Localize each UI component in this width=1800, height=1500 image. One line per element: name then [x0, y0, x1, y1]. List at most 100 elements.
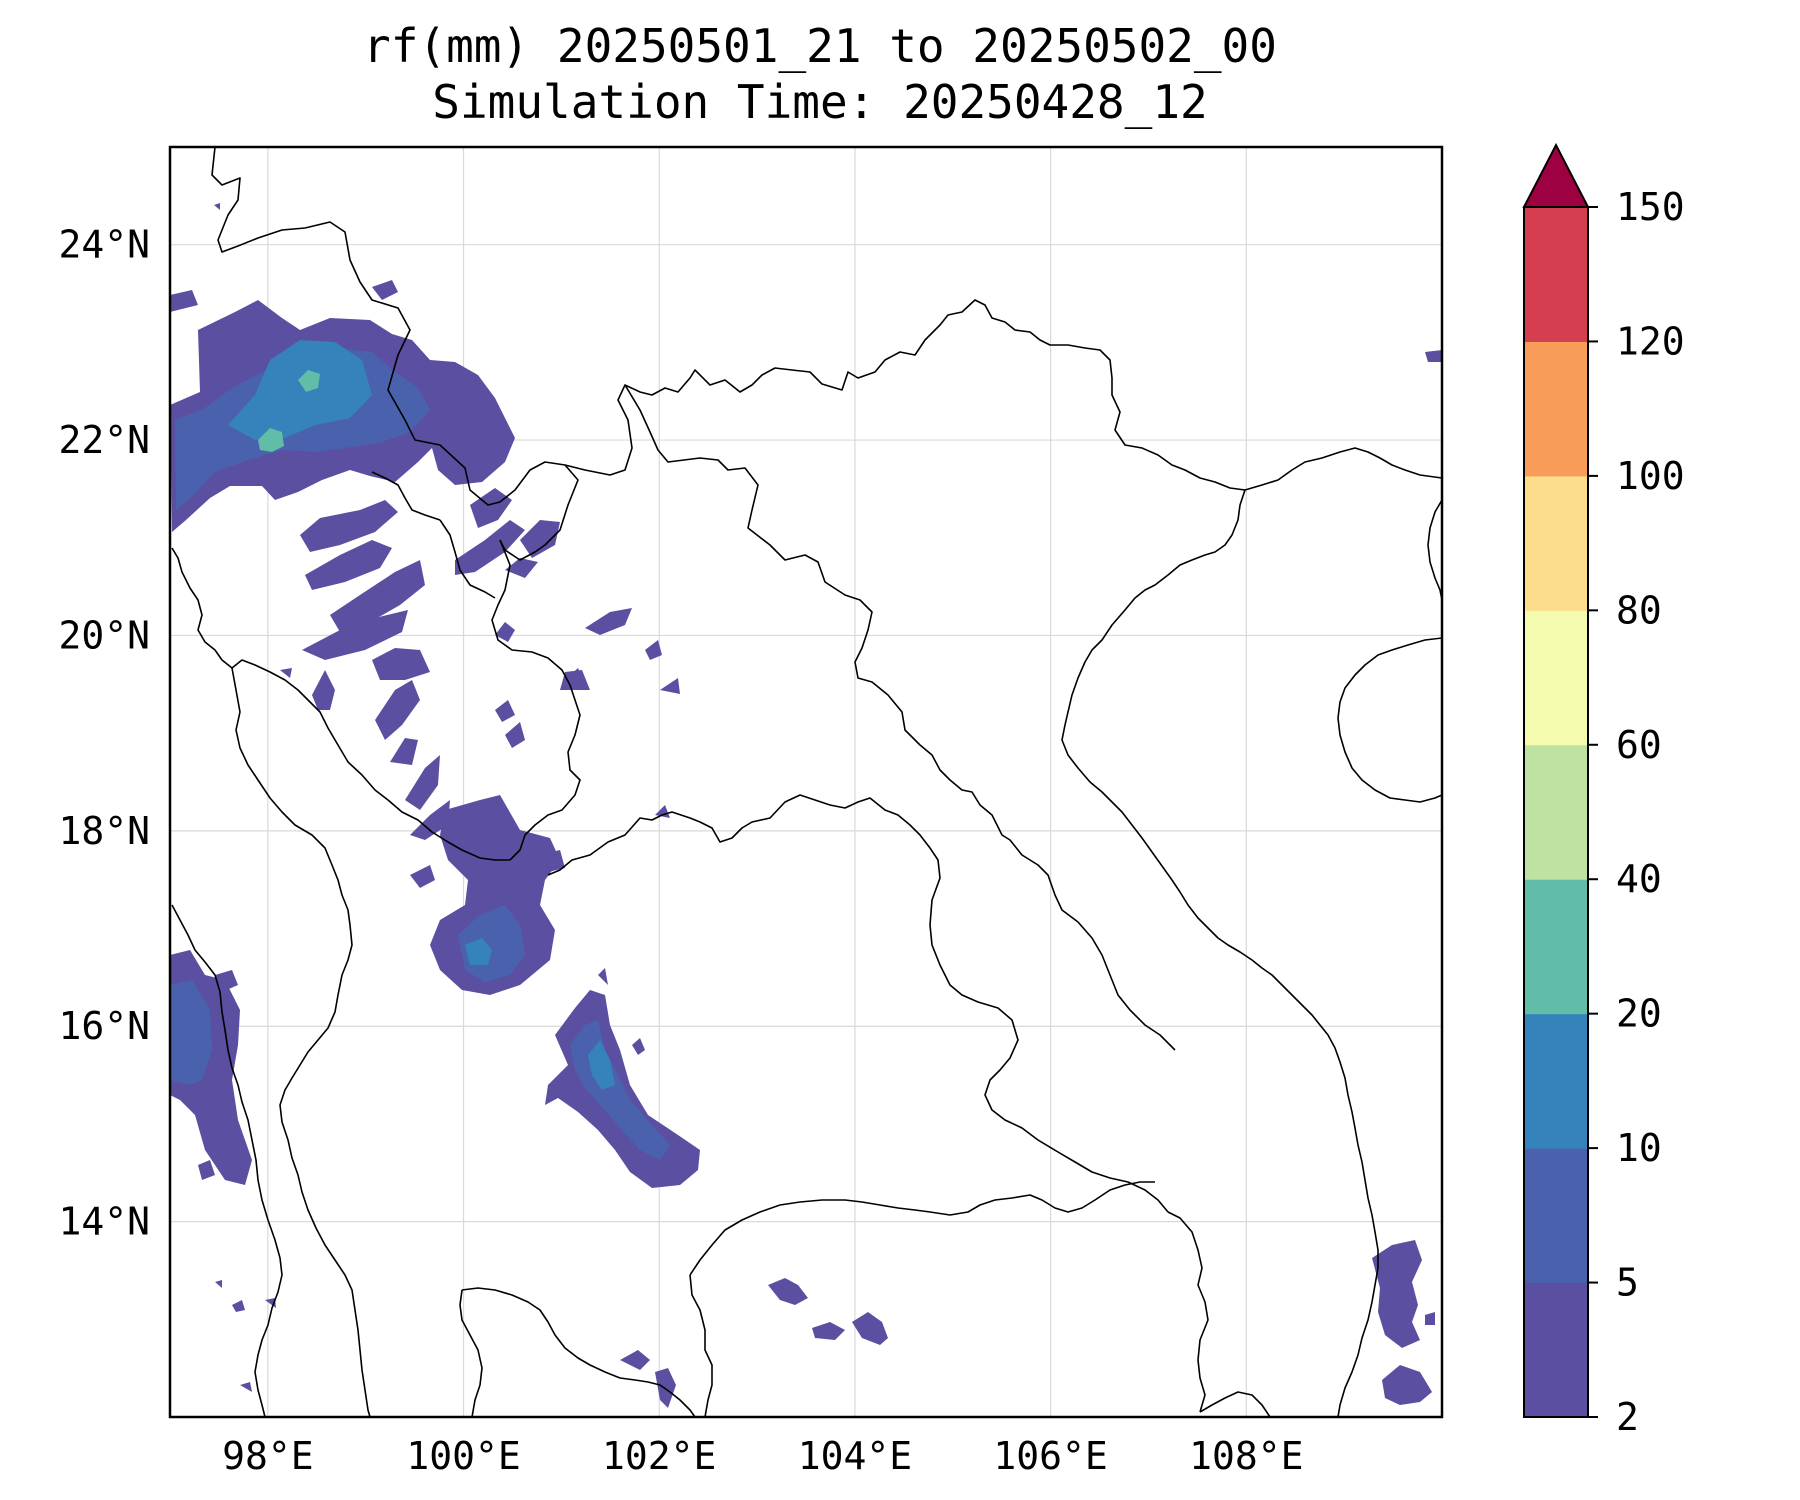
- colorbar-segment: [1524, 610, 1588, 746]
- rain-region-southeast-2: [1382, 1365, 1432, 1405]
- rain-region-central-core: [465, 938, 492, 965]
- coast-leizhou: [1427, 499, 1442, 601]
- colorbar-extend-arrow: [1522, 142, 1590, 208]
- colorbar-tick-label: 150: [1616, 185, 1685, 229]
- colorbar-tick-label: 40: [1616, 857, 1662, 901]
- lon-tick-label: 98°E: [222, 1434, 314, 1478]
- map-title: rf(mm) 20250501_21 to 20250502_00: [363, 19, 1277, 73]
- rain-streak-23: [655, 805, 670, 818]
- lon-tick-label: 100°E: [406, 1434, 520, 1478]
- coast-cambodia-south: [1199, 1391, 1271, 1417]
- colorbar-tick-label: 10: [1616, 1126, 1662, 1170]
- border-laos-thailand-mekong: [547, 794, 1169, 1213]
- colorbar-segment: [1524, 879, 1588, 1015]
- rain-dot-1: [215, 1280, 222, 1288]
- coast-hainan: [1337, 637, 1442, 803]
- rain-region-southeast-3: [1425, 1312, 1435, 1325]
- border-myanmar-thailand-south: [171, 547, 233, 669]
- rain-streak-1: [300, 500, 398, 552]
- title-block: rf(mm) 20250501_21 to 20250502_00 Simula…: [0, 18, 1640, 130]
- rain-streak-14: [312, 670, 335, 710]
- rain-region-west-inner: [170, 980, 212, 1085]
- rain-region-nw-peak-2: [298, 370, 320, 392]
- lon-tick-label: 106°E: [993, 1434, 1107, 1478]
- lon-tick-label: 104°E: [798, 1434, 912, 1478]
- colorbar-tick-label: 100: [1616, 454, 1685, 498]
- rain-blob-sc1: [632, 1038, 645, 1055]
- border-china-laos-vietnam: [564, 299, 1246, 491]
- rain-blob-c2: [540, 850, 565, 872]
- colorbar-frame: [1523, 206, 1589, 1418]
- rain-streak-10: [585, 608, 632, 635]
- border-cambodia-north: [689, 1181, 1155, 1276]
- map-area: [170, 147, 1442, 1417]
- rain-streak-6: [455, 520, 525, 575]
- rain-streak-15: [375, 680, 420, 740]
- border-laos-myanmar: [499, 461, 579, 561]
- colorbar-tick-label: 60: [1616, 723, 1662, 767]
- rain-streak-19: [495, 700, 515, 722]
- lon-tick-label: 108°E: [1189, 1434, 1303, 1478]
- border-thailand-cambodia: [689, 1274, 713, 1417]
- rain-streak-9: [505, 558, 538, 578]
- lat-tick-label: 20°N: [58, 613, 150, 657]
- country-borders: [171, 147, 1442, 1417]
- rain-region-cambodia-4: [620, 1350, 650, 1370]
- border-thailand-myanmar: [231, 659, 510, 1417]
- rain-streak-18: [410, 800, 450, 840]
- rain-blob-sc2: [598, 968, 608, 985]
- rain-streak-8: [520, 520, 560, 558]
- rain-region-nw-blob: [372, 280, 398, 300]
- lon-tick-label: 102°E: [602, 1434, 716, 1478]
- rain-dot-4: [240, 1382, 252, 1392]
- rain-streak-20: [505, 722, 525, 748]
- rain-region-east-edge: [1425, 350, 1442, 362]
- rain-region-cambodia-3: [852, 1312, 888, 1345]
- coast-vietnam-east: [1061, 489, 1379, 1417]
- colorbar-segment: [1524, 744, 1588, 880]
- rain-blob-w2: [198, 1160, 215, 1180]
- map-subtitle: Simulation Time: 20250428_12: [432, 75, 1208, 129]
- lat-tick-label: 24°N: [58, 223, 150, 267]
- coast-bangkok-bay: [459, 1289, 483, 1417]
- colorbar-segment: [1524, 1282, 1588, 1418]
- map-frame: [168, 145, 1444, 1419]
- rain-streak-4: [302, 610, 408, 660]
- lat-tick-label: 14°N: [58, 1200, 150, 1244]
- rain-dot-2: [232, 1300, 245, 1312]
- coast-myanmar-west: [171, 904, 283, 1417]
- rainfall-fields: [170, 203, 1442, 1408]
- rain-region-southeast: [1372, 1240, 1422, 1348]
- colorbar-segment: [1524, 1148, 1588, 1284]
- rain-dot-6: [214, 203, 220, 210]
- rain-streak-11: [495, 622, 515, 642]
- colorbar-segment: [1524, 341, 1588, 477]
- border-laos-thailand-west: [491, 539, 581, 861]
- rain-region-nw-core: [228, 340, 372, 440]
- colorbar-segment: [1524, 207, 1588, 342]
- rain-blob-w1: [215, 970, 238, 992]
- border-laos-vietnam: [624, 384, 1176, 1051]
- lat-tick-label: 18°N: [58, 809, 150, 853]
- rain-streak-17: [405, 755, 440, 810]
- rain-region-nw-peak-1: [258, 428, 284, 452]
- rain-blob-c1: [410, 865, 435, 888]
- rain-streak-3: [330, 560, 425, 632]
- colorbar-segment: [1524, 1013, 1588, 1149]
- rain-streak-13: [560, 670, 590, 690]
- rain-region-nw-edge: [170, 290, 198, 312]
- border-laos-myanmar-north: [371, 471, 441, 521]
- rain-streak-16: [390, 738, 418, 765]
- coast-gulf-tonkin-north: [1244, 447, 1442, 491]
- lat-tick-label: 16°N: [58, 1004, 150, 1048]
- border-laos-thailand-north: [439, 519, 496, 599]
- rain-dot-5: [280, 668, 292, 678]
- colorbar-tick-label: 20: [1616, 992, 1662, 1036]
- rain-streak-22: [660, 678, 680, 694]
- lat-tick-label: 22°N: [58, 418, 150, 462]
- rain-streak-2: [305, 540, 392, 590]
- axis-labels: 98°E 100°E 102°E 104°E 106°E 108°E 14°N 16°N 18°…: [58, 223, 1303, 1478]
- rain-region-south-central-core: [588, 1040, 615, 1090]
- colorbar: 2 5 10 20 40 60 80 100 120 150: [1522, 142, 1685, 1439]
